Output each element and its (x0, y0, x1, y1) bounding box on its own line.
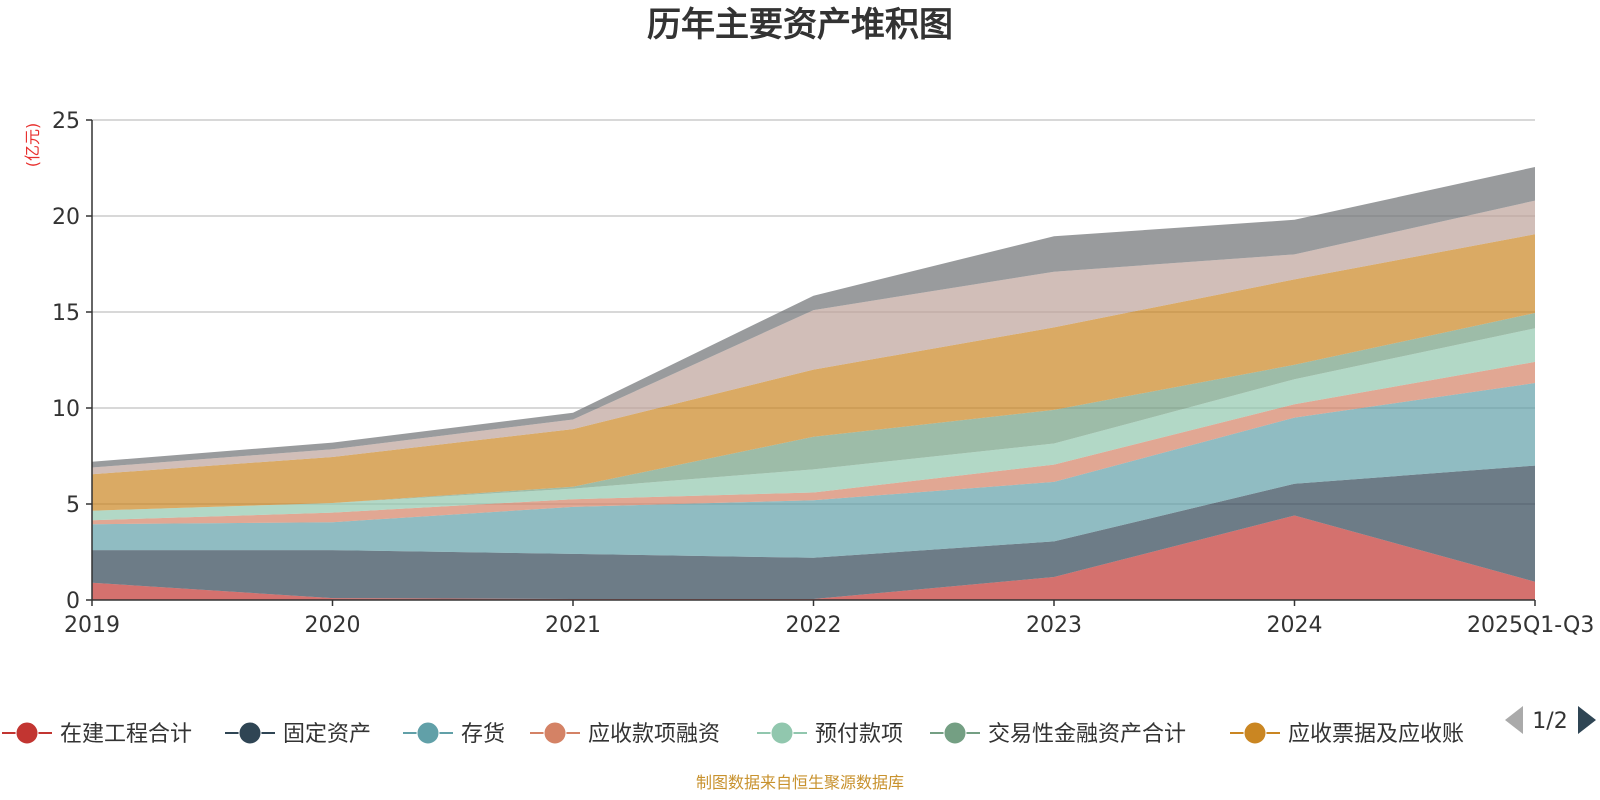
area-series-7[interactable] (92, 234, 1535, 511)
x-tick-label: 2022 (786, 613, 842, 638)
legend-label: 应收票据及应收账 (1288, 722, 1464, 747)
legend-marker-icon (416, 721, 440, 745)
legend-item[interactable]: 存货 (403, 721, 505, 747)
x-tick-label: 2021 (545, 613, 601, 638)
x-tick-label: 2019 (64, 613, 120, 638)
area-series-8[interactable] (92, 200, 1535, 475)
legend-item[interactable]: 交易性金融资产合计 (930, 721, 1186, 747)
y-tick-label: 25 (52, 109, 80, 134)
legend-next-page-icon[interactable] (1578, 706, 1596, 734)
x-tick-label: 2025Q1-Q3 (1467, 613, 1594, 638)
legend-marker-icon (1243, 721, 1267, 745)
area-series-5[interactable] (92, 328, 1535, 521)
legend-marker-icon (770, 721, 794, 745)
axes: 0 5 10 15 20 25 2019 2020 2021 2022 2023 2024 2025Q1… (52, 109, 1594, 638)
legend-marker-icon (15, 721, 39, 745)
legend-label: 预付款项 (815, 722, 903, 747)
area-series-2[interactable] (92, 465, 1535, 599)
x-tick-label: 2024 (1267, 613, 1323, 638)
area-series-9[interactable] (92, 167, 1535, 468)
x-tick-label: 2023 (1026, 613, 1082, 638)
legend-label: 应收款项融资 (588, 722, 720, 747)
legend-item[interactable]: 应收款项融资 (530, 721, 720, 747)
y-tick-label: 20 (52, 205, 80, 230)
area-series (92, 167, 1535, 600)
legend-item[interactable]: 在建工程合计 (2, 721, 192, 747)
legend-prev-page-icon[interactable] (1505, 706, 1523, 734)
legend-label: 固定资产 (283, 722, 371, 747)
y-tick-label: 5 (66, 493, 80, 518)
y-tick-label: 10 (52, 397, 80, 422)
legend-marker-icon (238, 721, 262, 745)
legend-marker-icon (943, 721, 967, 745)
area-series-3[interactable] (92, 383, 1535, 558)
y-tick-label: 0 (66, 589, 80, 614)
legend-page-indicator: 1/2 (1532, 709, 1567, 734)
legend-label: 交易性金融资产合计 (988, 722, 1186, 747)
y-tick-label: 15 (52, 301, 80, 326)
legend-pager: 1/2 (1505, 706, 1596, 734)
y-axis-unit-label: (亿元) (23, 123, 42, 168)
chart-title: 历年主要资产堆积图 (647, 5, 953, 45)
legend-item[interactable]: 固定资产 (225, 721, 371, 747)
legend-label: 存货 (461, 722, 505, 747)
legend-item[interactable]: 应收票据及应收账 (1230, 721, 1464, 747)
legend-item[interactable]: 预付款项 (757, 721, 903, 747)
legend: 在建工程合计 固定资产 存货 应收款项融资 预付款项 交易性金融资产合计 应收票据及应收账 (2, 721, 1464, 747)
area-series-1[interactable] (92, 515, 1535, 601)
data-source-note: 制图数据来自恒生聚源数据库 (696, 773, 904, 792)
legend-label: 在建工程合计 (60, 722, 192, 747)
x-tick-label: 2020 (305, 613, 361, 638)
legend-marker-icon (543, 721, 567, 745)
